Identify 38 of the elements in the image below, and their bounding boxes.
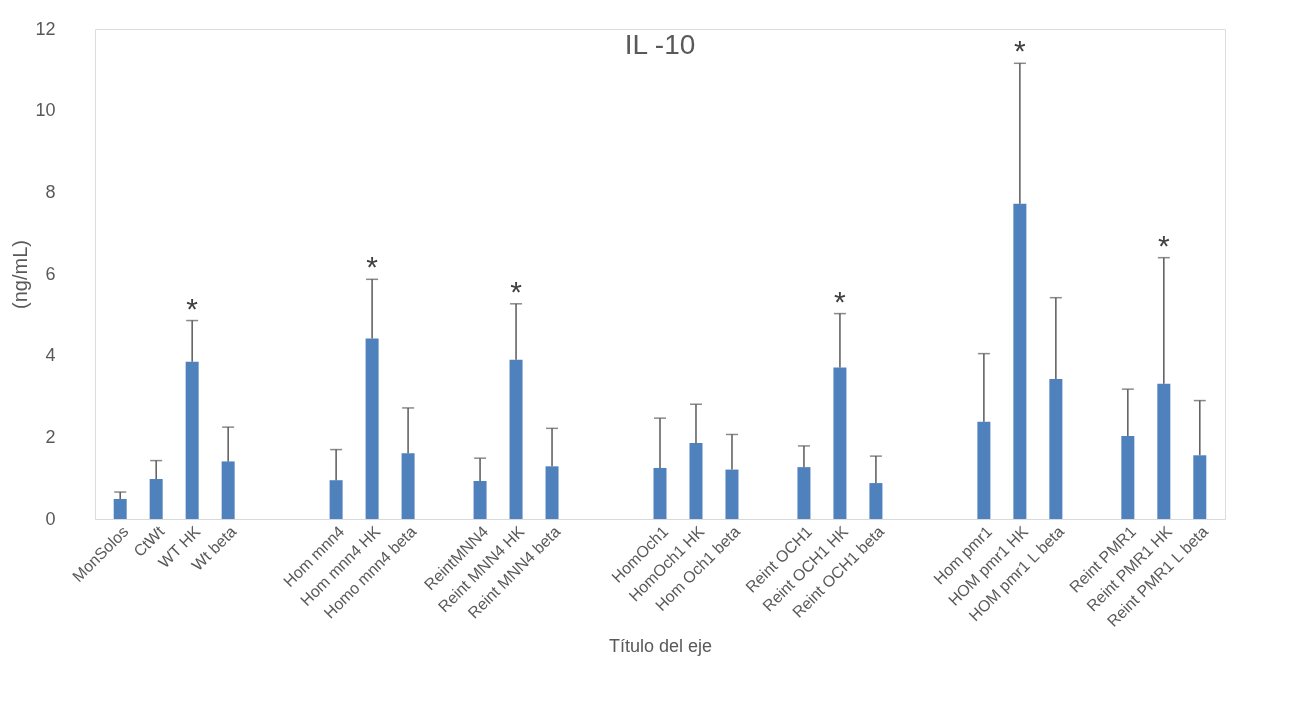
bar — [653, 467, 667, 519]
bar — [689, 443, 703, 519]
y-tick-label: 2 — [45, 426, 56, 447]
bar — [1121, 436, 1135, 519]
bar — [1193, 455, 1207, 519]
y-tick-label: 12 — [35, 18, 56, 39]
chart-title: IL -10 — [624, 29, 696, 60]
y-tick-label: 10 — [35, 100, 56, 121]
y-tick-label: 6 — [45, 263, 56, 284]
annotation: * — [186, 291, 199, 325]
bar — [509, 359, 523, 519]
y-axis-title: (ng/mL) — [9, 240, 32, 309]
bar — [977, 421, 991, 519]
annotation: * — [1014, 34, 1027, 68]
annotation: * — [510, 274, 523, 308]
bar — [113, 498, 127, 519]
bar — [365, 338, 379, 519]
bar — [329, 480, 343, 519]
y-tick-label: 4 — [45, 345, 56, 366]
bar — [869, 483, 883, 519]
annotation: * — [366, 250, 379, 284]
annotation: * — [1157, 228, 1170, 262]
bar — [473, 481, 487, 519]
bar — [545, 466, 559, 519]
y-tick-label: 0 — [45, 508, 56, 529]
annotation: * — [834, 284, 847, 318]
bar — [185, 361, 199, 519]
bar — [149, 478, 163, 519]
bar — [1049, 378, 1063, 519]
bar — [1013, 203, 1027, 519]
bar — [833, 367, 847, 519]
bar — [725, 469, 739, 519]
bar — [401, 453, 415, 519]
x-axis-title: Título del eje — [608, 635, 713, 656]
bar — [1157, 383, 1171, 519]
y-tick-label: 8 — [45, 181, 56, 202]
bar — [221, 461, 235, 519]
bar — [797, 467, 811, 519]
